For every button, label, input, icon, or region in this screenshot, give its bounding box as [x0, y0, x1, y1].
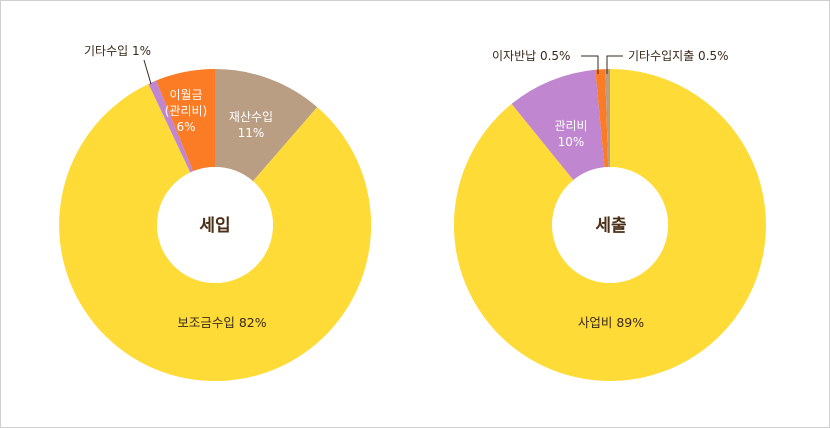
- carryover-label-1: 이월금: [169, 88, 202, 102]
- other-income-leader: [143, 59, 152, 85]
- revenue-title: 세입: [199, 216, 230, 236]
- donut-hole: [552, 167, 668, 283]
- slice-property-income[interactable]: [215, 68, 318, 182]
- slice-management-expense[interactable]: [511, 69, 605, 181]
- expenditure-title: 세출: [595, 216, 627, 236]
- slice-interest-return[interactable]: [595, 69, 609, 168]
- property-pct: 11%: [238, 126, 265, 140]
- other-expense-leader: [606, 55, 623, 74]
- subsidy-label: 보조금수입 82%: [177, 315, 266, 330]
- slice-carryover[interactable]: [156, 68, 215, 172]
- management-label: 관리비: [554, 119, 587, 133]
- other-expense-label: 기타수입지출 0.5%: [628, 49, 729, 63]
- management-pct: 10%: [558, 135, 585, 149]
- other-income-label: 기타수입 1%: [84, 44, 151, 58]
- interest-leader: [581, 55, 599, 74]
- property-label: 재산수입: [229, 110, 273, 124]
- slice-project-expense[interactable]: [453, 69, 766, 381]
- expenditure-donut: 세출 관리비 10% 사업비 89% 이자반납 0.5% 기타수입지출 0.5%: [453, 49, 766, 381]
- revenue-donut: 세입 이월금 (관리비) 6% 재산수입 11% 보조금수입 82% 기타수입 …: [59, 44, 372, 382]
- slice-subsidy-income[interactable]: [59, 84, 372, 382]
- slice-other-income[interactable]: [148, 80, 194, 173]
- carryover-label-2: (관리비): [165, 104, 207, 118]
- interest-label: 이자반납 0.5%: [492, 49, 570, 63]
- project-label: 사업비 89%: [578, 315, 644, 330]
- slice-other-expense[interactable]: [605, 69, 610, 167]
- carryover-pct: 6%: [176, 120, 195, 134]
- donut-hole: [157, 167, 273, 283]
